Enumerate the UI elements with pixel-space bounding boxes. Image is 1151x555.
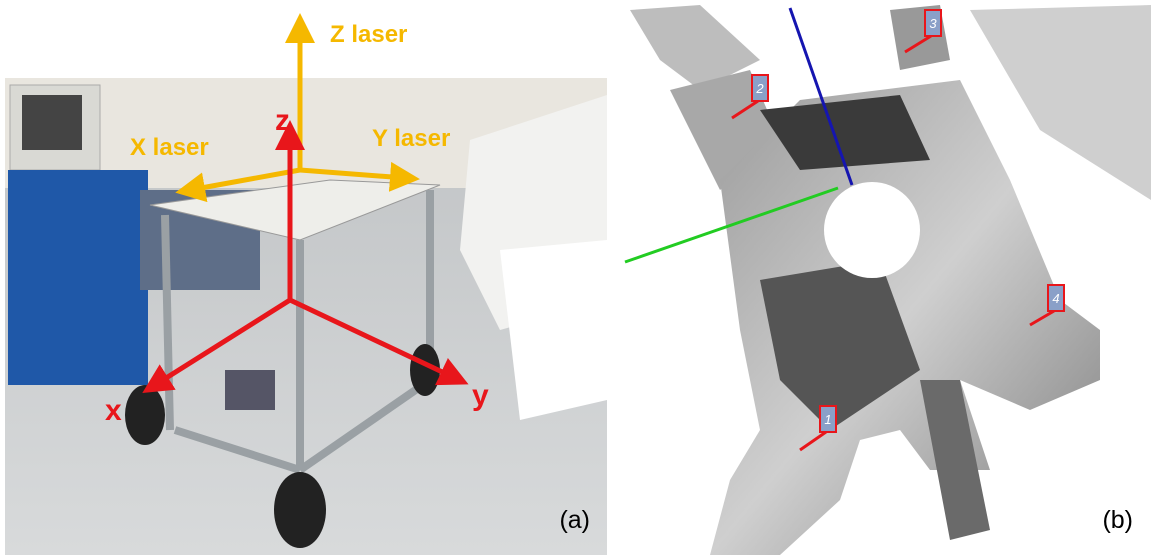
caption-a: (a) — [559, 506, 590, 534]
marker-label: 4 — [1052, 291, 1059, 306]
point-cloud — [630, 5, 1151, 555]
marker-label: 2 — [755, 81, 764, 96]
photo-a — [5, 78, 607, 555]
x-axis-label: x — [105, 394, 122, 427]
z-laser-label: Z laser — [330, 21, 407, 48]
z-axis-label: z — [275, 104, 290, 137]
caption-b: (b) — [1102, 506, 1133, 534]
x-laser-label: X laser — [130, 134, 209, 161]
marker-label: 3 — [929, 16, 937, 31]
marker-label: 1 — [824, 412, 831, 427]
figure: Z laser X laser Y laser z x y (a) 1 2 3 4 (… — [0, 0, 1151, 555]
y-laser-label: Y laser — [372, 125, 450, 152]
y-axis-label: y — [472, 379, 489, 412]
